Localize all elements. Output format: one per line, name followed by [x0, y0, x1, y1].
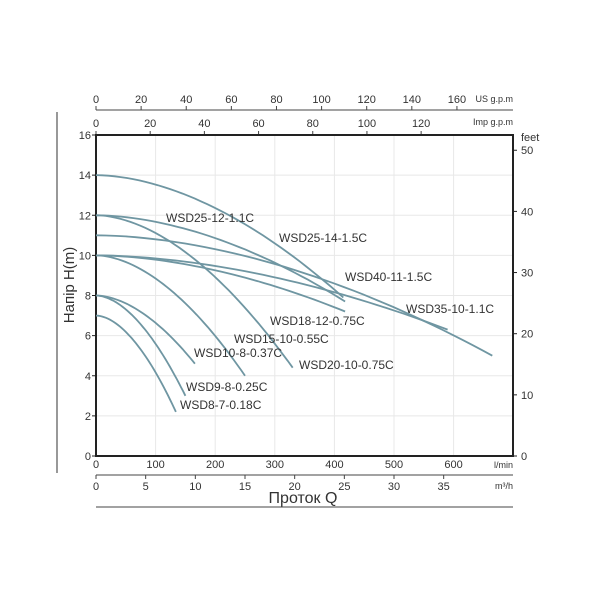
- curve-label: WSD25-12-1.1C: [166, 211, 254, 225]
- imp-gpm-tick-label: 120: [412, 118, 430, 130]
- imp-gpm-tick-label: 80: [307, 118, 319, 130]
- x-tick-label: 200: [206, 459, 224, 471]
- y-tick-label: 6: [85, 331, 91, 343]
- x-tick-label: 400: [325, 459, 343, 471]
- us-gpm-tick-label: 40: [180, 94, 192, 106]
- pump-curve: [95, 314, 177, 413]
- us-gpm-tick-label: 60: [225, 94, 237, 106]
- x-unit-l-min: l/min: [494, 460, 513, 470]
- us-gpm-unit: US g.p.m: [475, 94, 513, 104]
- pump-curve: [95, 254, 448, 331]
- curve-label: WSD15-10-0.55C: [234, 332, 329, 346]
- curve-label: WSD35-10-1.1C: [406, 302, 494, 316]
- m3h-tick-label: 0: [93, 481, 99, 493]
- x-axis-title: Проток Q: [269, 490, 338, 507]
- us-gpm-tick-label: 0: [93, 94, 99, 106]
- pump-curve: [96, 254, 346, 313]
- right-tick-label: 20: [521, 329, 533, 341]
- us-gpm-tick-label: 80: [270, 94, 282, 106]
- curve-label: WSD10-8-0.37C: [194, 346, 282, 360]
- m3h-tick-label: 15: [239, 481, 251, 493]
- imp-gpm-tick-label: 100: [358, 118, 376, 130]
- m3h-tick-label: 20: [289, 481, 301, 493]
- curve-label: WSD40-11-1.5C: [345, 270, 432, 284]
- pump-curve: [95, 174, 344, 299]
- curve-label: WSD18-12-0.75C: [270, 314, 365, 328]
- y-tick-label: 12: [79, 210, 91, 222]
- imp-gpm-unit: Imp g.p.m: [473, 117, 513, 127]
- m3h-tick-label: 30: [388, 481, 400, 493]
- y-tick-label: 0: [85, 451, 91, 463]
- y-tick-label: 14: [79, 170, 91, 182]
- x-tick-label: 600: [444, 459, 462, 471]
- pump-curve: [95, 254, 246, 377]
- right-tick-label: 50: [521, 145, 533, 157]
- right-axis-unit: feet: [521, 132, 539, 144]
- y-tick-label: 8: [85, 291, 91, 303]
- imp-gpm-tick-label: 20: [144, 118, 156, 130]
- us-gpm-tick-label: 160: [448, 94, 466, 106]
- curve-label: WSD8-7-0.18C: [180, 398, 262, 412]
- m3h-tick-label: 10: [189, 481, 201, 493]
- imp-gpm-tick-label: 40: [198, 118, 210, 130]
- right-tick-label: 10: [521, 390, 533, 402]
- curve-label: WSD9-8-0.25C: [186, 380, 268, 394]
- right-tick-label: 0: [521, 451, 527, 463]
- pump-curve: [95, 214, 346, 303]
- x-tick-label: 0: [93, 459, 99, 471]
- right-tick-label: 40: [521, 206, 533, 218]
- pump-curve: [95, 214, 294, 369]
- y-tick-label: 2: [85, 411, 91, 423]
- us-gpm-tick-label: 20: [135, 94, 147, 106]
- right-tick-label: 30: [521, 268, 533, 280]
- us-gpm-tick-label: 120: [358, 94, 376, 106]
- pump-curve: [95, 294, 187, 397]
- us-gpm-tick-label: 100: [312, 94, 330, 106]
- x-tick-label: 300: [266, 459, 284, 471]
- m3h-tick-label: 5: [143, 481, 149, 493]
- x-tick-label: 100: [146, 459, 164, 471]
- y-axis-title: Напір H(m): [61, 247, 78, 323]
- curve-label: WSD20-10-0.75C: [299, 358, 394, 372]
- imp-gpm-tick-label: 60: [252, 118, 264, 130]
- y-tick-label: 4: [85, 371, 91, 383]
- y-tick-label: 10: [79, 250, 91, 262]
- x-unit-m3h: m³/h: [495, 481, 513, 491]
- m3h-tick-label: 35: [438, 481, 450, 493]
- imp-gpm-tick-label: 0: [93, 118, 99, 130]
- curve-label: WSD25-14-1.5C: [279, 231, 367, 245]
- us-gpm-tick-label: 140: [403, 94, 421, 106]
- x-tick-label: 500: [385, 459, 403, 471]
- y-tick-label: 16: [79, 130, 91, 142]
- pump-curve: [95, 294, 196, 365]
- m3h-tick-label: 25: [338, 481, 350, 493]
